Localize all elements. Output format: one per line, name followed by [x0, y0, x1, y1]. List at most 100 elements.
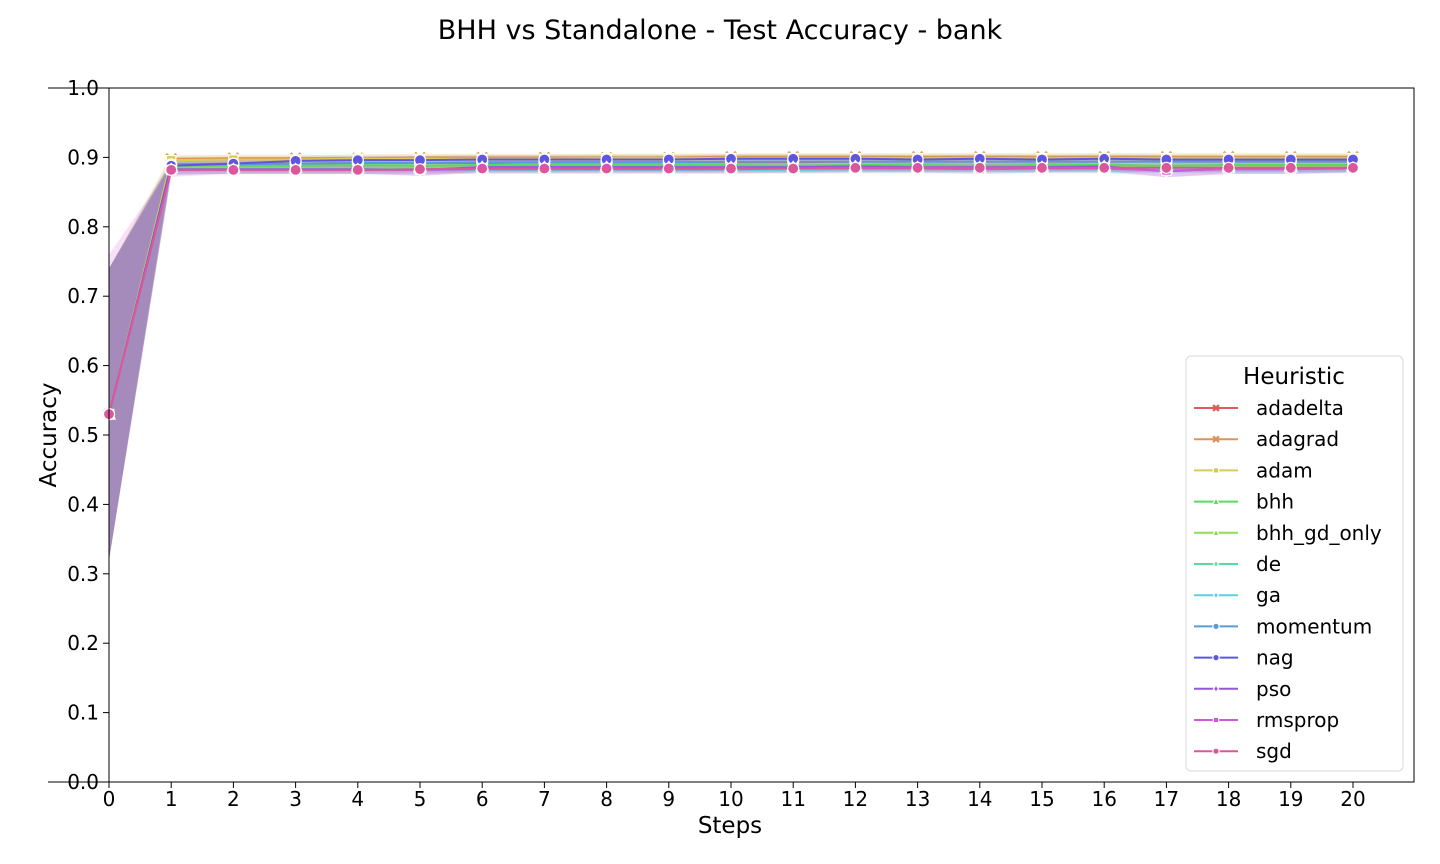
x-axis-label: Steps	[698, 813, 762, 839]
point-sgd	[911, 161, 924, 174]
band-nag	[109, 154, 1353, 560]
line-adadelta	[108, 160, 1353, 415]
line-bhh	[108, 164, 1353, 415]
legend-label: bhh_gd_only	[1256, 521, 1382, 545]
line-momentum	[108, 160, 1353, 415]
legend-label: adam	[1256, 458, 1313, 482]
legend-label: momentum	[1256, 614, 1372, 638]
point-sgd	[1222, 161, 1235, 174]
x-tick-label: 6	[476, 787, 489, 811]
series-lines	[108, 155, 1354, 415]
line-sgd	[108, 166, 1353, 415]
x-tick-label: 8	[600, 787, 613, 811]
band-bhh_gd_only	[109, 162, 1353, 560]
point-sgd	[476, 162, 489, 175]
x-tick-label: 5	[414, 787, 427, 811]
legend-marker	[1212, 559, 1220, 569]
confidence-bands	[109, 153, 1353, 560]
legend-label: rmsprop	[1256, 708, 1339, 732]
y-tick-label: 0.5	[67, 423, 99, 447]
x-tick-label: 9	[662, 787, 675, 811]
point-sgd	[849, 161, 862, 174]
point-sgd	[227, 163, 240, 176]
legend-item-adagrad: adagrad	[1194, 427, 1339, 451]
line-ga	[108, 168, 1353, 415]
x-axis-ticks: 0 1 2 3 4 5 6 7 8 9 10 11 12 13 14 15 16 17 18 19 20	[103, 782, 1366, 811]
y-tick-label: 0.0	[67, 770, 99, 794]
band-pso	[109, 162, 1353, 560]
y-tick-label: 0.9	[67, 145, 99, 169]
x-tick-label: 11	[780, 787, 805, 811]
point-sgd	[1346, 161, 1360, 174]
legend-item-bhh_gd_only: bhh_gd_only	[1194, 521, 1382, 545]
legend-label: bhh	[1256, 490, 1294, 514]
x-tick-label: 12	[843, 787, 868, 811]
legend-item-pso: pso	[1194, 677, 1291, 701]
line-bhh_gd_only	[108, 166, 1353, 415]
y-tick-label: 0.1	[67, 701, 99, 725]
legend-marker	[1212, 747, 1220, 756]
line-nag	[108, 157, 1353, 415]
point-sgd	[662, 162, 675, 175]
point-sgd	[787, 162, 800, 175]
x-tick-label: 18	[1216, 787, 1241, 811]
band-bhh	[109, 160, 1353, 560]
y-axis-label: Accuracy	[36, 382, 62, 487]
legend-marker	[1212, 716, 1220, 724]
line-rmsprop	[108, 167, 1354, 415]
x-tick-label: 4	[351, 787, 364, 811]
point-sgd	[289, 163, 302, 176]
point-sgd	[1160, 161, 1173, 174]
legend-item-bhh: bhh	[1194, 490, 1294, 514]
point-sgd	[1035, 161, 1049, 174]
line-adam	[108, 157, 1353, 415]
legend-label: pso	[1256, 677, 1291, 701]
legend-marker	[1212, 590, 1220, 600]
band-de	[109, 164, 1353, 560]
legend-item-momentum: momentum	[1194, 614, 1372, 638]
band-rmsprop	[109, 164, 1353, 560]
point-sgd	[165, 163, 178, 176]
y-axis-ticks: 0.0 0.1 0.2 0.3 0.4 0.5 0.6 0.7 0.8 0.9 1.0	[67, 76, 109, 794]
x-tick-label: 0	[103, 787, 116, 811]
point-sgd	[973, 161, 986, 174]
legend-marker	[1212, 653, 1220, 662]
point-sgd	[351, 163, 364, 176]
y-tick-label: 0.3	[67, 562, 99, 586]
legend-marker	[1212, 467, 1220, 474]
x-tick-label: 2	[227, 787, 240, 811]
x-tick-label: 19	[1278, 787, 1303, 811]
legend-item-adam: adam	[1194, 458, 1313, 482]
legend-item-ga: ga	[1194, 583, 1281, 607]
band-adadelta	[109, 158, 1353, 560]
legend-label: de	[1256, 552, 1281, 576]
band-momentum	[109, 157, 1353, 560]
point-sgd	[413, 163, 427, 176]
legend-label: adagrad	[1256, 427, 1339, 451]
x-tick-label: 7	[538, 787, 551, 811]
line-pso	[108, 165, 1354, 415]
x-tick-label: 10	[718, 787, 743, 811]
legend-box	[1185, 355, 1404, 772]
series-markers	[101, 150, 1361, 421]
band-ga	[109, 165, 1353, 560]
x-tick-label: 17	[1154, 787, 1179, 811]
x-tick-label: 14	[967, 787, 992, 811]
point-sgd	[724, 162, 738, 175]
legend-item-de: de	[1194, 552, 1281, 576]
legend-marker	[1211, 528, 1221, 537]
band-adagrad	[109, 153, 1353, 560]
legend-item-adadelta: adadelta	[1194, 396, 1344, 420]
legend-marker	[1212, 404, 1220, 412]
point-sgd	[1098, 161, 1111, 174]
band-sgd	[109, 163, 1353, 560]
band-adam	[109, 153, 1353, 560]
y-tick-label: 0.2	[67, 631, 99, 655]
point-sgd	[538, 162, 551, 175]
y-tick-label: 0.7	[67, 284, 99, 308]
legend-label: nag	[1256, 646, 1294, 670]
x-tick-label: 3	[289, 787, 302, 811]
legend-label: adadelta	[1256, 396, 1344, 420]
